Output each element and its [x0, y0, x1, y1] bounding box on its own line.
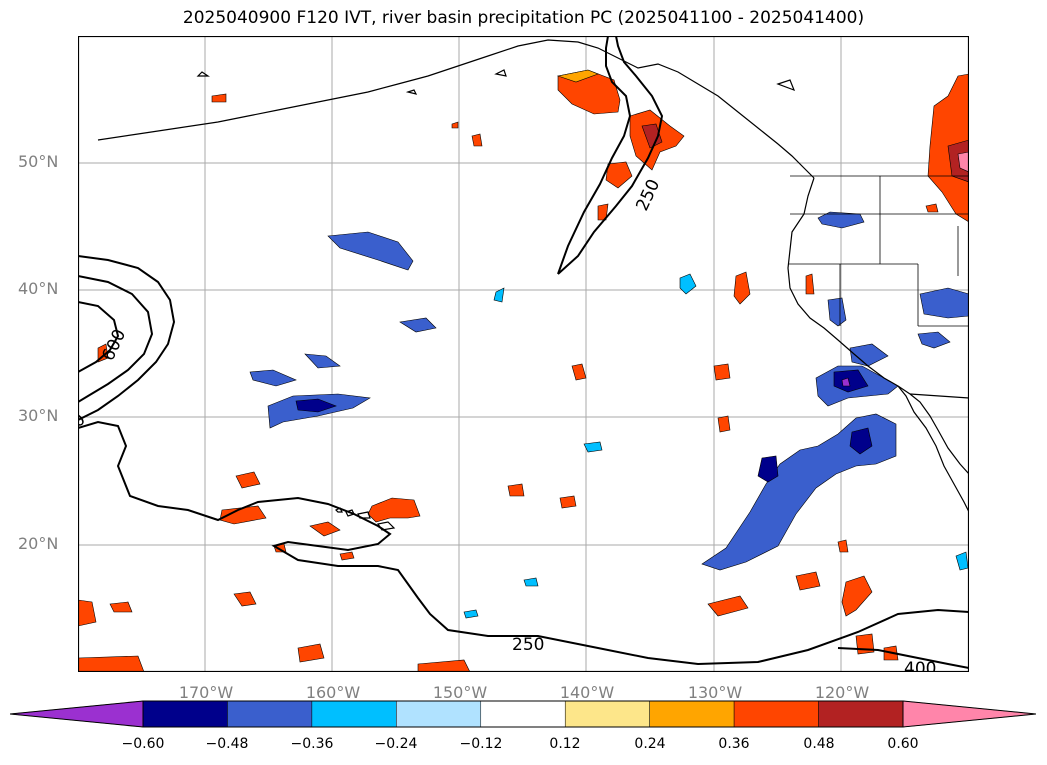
pacific-northwest-coast	[787, 177, 911, 395]
colorbar-extend-low	[10, 700, 144, 728]
colorbar-label: 0.24	[634, 736, 666, 752]
lon-tick-170w: 170°W	[178, 683, 234, 702]
lat-tick-40n: 40°N	[18, 279, 59, 298]
colorbar-label: 0.36	[718, 736, 750, 752]
hawaii-islands	[334, 507, 396, 531]
colorbar-segment	[564, 700, 650, 728]
colorbar-segment	[142, 700, 228, 728]
contour-label-400: 400	[904, 659, 936, 672]
state-borders	[788, 175, 969, 327]
negative-pc-patches	[249, 211, 969, 619]
lat-tick-20n: 20°N	[18, 534, 59, 553]
neg-patch-north-pacific	[327, 231, 414, 271]
colorbar-label: 0.48	[803, 736, 835, 752]
colorbar-segment	[733, 700, 819, 728]
ivt-contours	[78, 36, 969, 669]
gulf-california-coast	[909, 393, 969, 475]
gridlines	[78, 36, 969, 672]
baja-coast	[897, 385, 969, 513]
colorbar-label: −0.48	[205, 736, 249, 752]
colorbar	[10, 700, 1036, 728]
colorbar-label: −0.36	[290, 736, 334, 752]
lon-tick-160w: 160°W	[305, 683, 361, 702]
lon-tick-140w: 140°W	[559, 683, 615, 702]
contour-label-250-south: 250	[512, 635, 544, 655]
colorbar-label: 0.12	[549, 736, 581, 752]
colorbar-label: −0.24	[374, 736, 418, 752]
colorbar-segment	[396, 700, 482, 728]
contour-label-0: 0	[78, 410, 90, 432]
contour-250-plume	[557, 36, 632, 275]
colorbar-segment	[818, 700, 904, 728]
colorbar-extend-high	[902, 700, 1036, 728]
pos-patch-hawaii	[367, 497, 421, 523]
colorbar-segment	[649, 700, 735, 728]
colorbar-label: 0.60	[887, 736, 919, 752]
contour-400-southeast	[837, 647, 969, 669]
lat-tick-50n: 50°N	[18, 152, 59, 171]
map-title: 2025040900 F120 IVT, river basin precipi…	[182, 8, 865, 28]
colorbar-segment	[480, 700, 566, 728]
lat-tick-30n: 30°N	[18, 406, 59, 425]
alaska-coast	[97, 39, 815, 179]
lon-tick-120w: 120°W	[814, 683, 870, 702]
colorbar-segment	[227, 700, 313, 728]
colorbar-label: −0.12	[459, 736, 503, 752]
coastlines	[97, 39, 969, 531]
lon-tick-150w: 150°W	[432, 683, 488, 702]
contour-600-west	[78, 255, 176, 421]
colorbar-segment	[311, 700, 397, 728]
mexico-border-line	[909, 393, 969, 399]
lon-tick-130w: 130°W	[687, 683, 743, 702]
colorbar-label: −0.60	[121, 736, 165, 752]
map-panel: 600 0 250 250 400	[78, 36, 969, 672]
contour-250-southern	[78, 420, 969, 666]
